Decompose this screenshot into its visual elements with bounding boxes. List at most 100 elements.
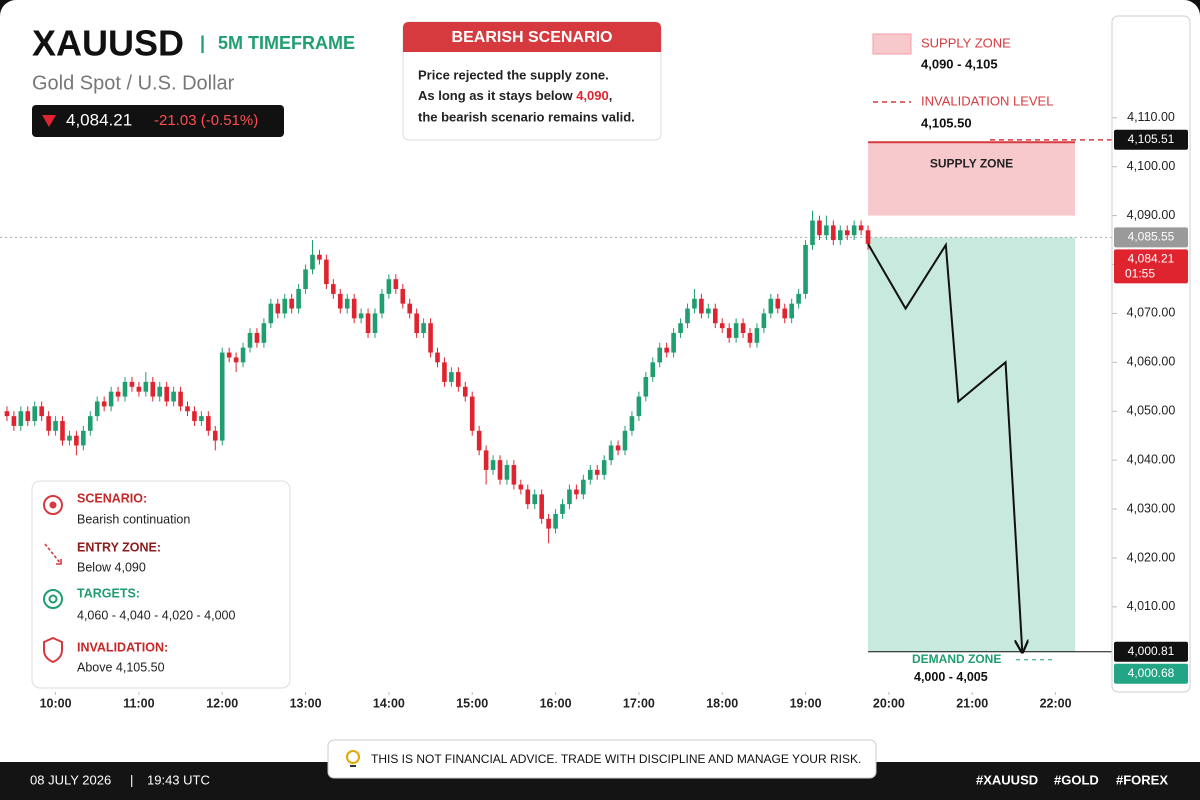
info-label: TARGETS: [77,586,140,600]
candle-body [18,411,24,426]
candle-body [712,308,718,324]
info-label: ENTRY ZONE: [77,540,161,554]
candle-body [511,465,517,485]
info-text: Below 4,090 [77,560,146,574]
x-tick-label: 19:00 [790,696,822,710]
icon-ring [43,495,63,515]
info-label: INVALIDATION: [77,640,168,654]
scenario-text: , [609,88,613,103]
price-axis [1111,15,1191,693]
candle-body [817,220,822,236]
supply-zone [868,142,1075,216]
legend-value: 4,105.50 [921,115,972,130]
candle-body [67,435,72,441]
candle-body [81,430,86,446]
candle-body [726,328,732,338]
candle-body [594,469,600,475]
x-tick-label: 17:00 [623,696,655,710]
candle-body [157,386,163,397]
candle-body [386,279,392,294]
candle-body [199,416,204,422]
candle-body [629,416,635,431]
scenario-text: As long as it stays below [418,88,576,103]
target-zone [868,237,1075,652]
price-tag-label: 4,000.68 [1128,666,1175,680]
scenario-title: BEARISH SCENARIO [452,29,613,46]
candle-body [622,430,628,451]
candle-body [150,381,156,397]
y-tick-label: 4,090.00 [1127,208,1176,222]
candle-body [94,401,100,417]
symbol: XAUUSD [32,23,184,64]
candle-body [268,303,274,324]
candle-body [226,352,232,358]
icon-shield [43,636,63,664]
candle-body [740,323,746,333]
candle-body [581,479,586,495]
icon-targets [43,589,63,609]
candle-body [25,411,31,422]
candle-body [865,230,871,244]
candle-body [282,298,288,314]
candle-body [421,323,426,333]
candle-body [435,352,440,363]
candle-body [4,411,10,417]
candle-body [324,259,329,285]
icon-ring [43,589,63,609]
candle-body [636,396,642,417]
y-tick-label: 4,050.00 [1127,404,1176,418]
footer-time: 19:43 UTC [147,772,210,787]
candle-body [664,347,669,353]
candle-body [761,313,767,329]
x-tick-label: 10:00 [40,696,72,710]
price-change: -21.03 (-0.51%) [154,112,258,129]
candle-body [643,377,649,397]
candle-body [351,298,357,319]
candle-body [462,386,468,397]
candle-body [122,381,128,397]
candle-body [303,269,308,289]
x-tick-label: 20:00 [873,696,905,710]
price-tag-label: 4,084.21 [1128,252,1175,266]
candle-body [46,416,51,431]
candle-body [275,303,281,314]
icon-entry [44,543,62,565]
footer-tag: #FOREX [1116,772,1168,787]
candle-body [525,489,531,505]
candle-body [296,288,301,309]
y-tick-label: 4,040.00 [1127,452,1176,466]
supply-zone-label: SUPPLY ZONE [930,156,1013,170]
candle-body [678,323,683,333]
candle-body [768,298,774,314]
candle-body [483,450,489,470]
candle-body [206,416,211,431]
x-tick-label: 15:00 [456,696,488,710]
footer-tag: #XAUUSD [976,772,1038,787]
down-triangle [42,115,56,127]
candle-body [469,396,475,431]
scenario-text: As long as it stays below 4,090, [418,88,612,103]
x-tick-label: 22:00 [1040,696,1072,710]
candle-body [53,421,58,431]
candle-body [310,254,315,270]
candle-body [608,445,614,461]
projection-path [867,241,1022,651]
candle-body [837,230,843,241]
candle-body [657,347,663,363]
y-tick-label: 4,110.00 [1127,110,1175,124]
info-panel [31,480,291,689]
candle-body [719,323,725,329]
candle-body [331,284,336,294]
candle-body [449,372,454,382]
candle-body [143,381,149,392]
price-tag [1114,641,1188,662]
candle-body [344,298,350,309]
candle-body [650,362,656,378]
candle-body [782,308,788,319]
legend-label: INVALIDATION LEVEL [921,93,1053,108]
icon-entry-head [56,559,62,565]
x-tick-label: 12:00 [206,696,238,710]
candle-body [858,225,864,231]
